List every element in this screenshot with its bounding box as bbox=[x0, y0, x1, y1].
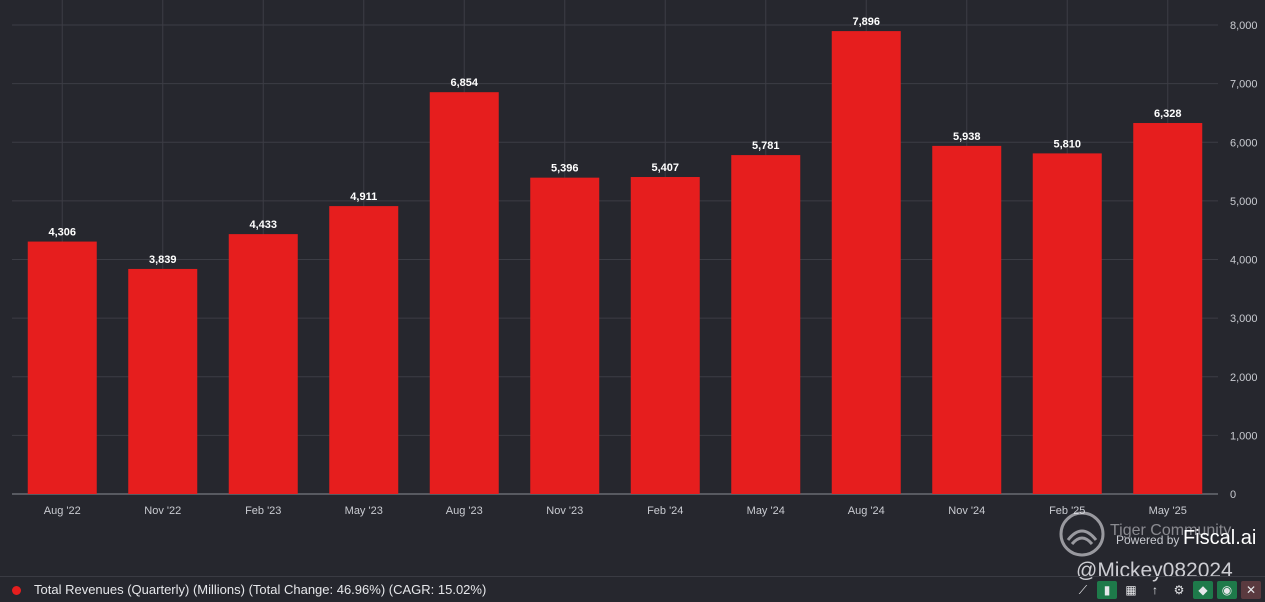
x-tick-label: May '25 bbox=[1149, 505, 1187, 517]
trend-line-icon[interactable]: ⟋ bbox=[1078, 582, 1088, 597]
bar[interactable] bbox=[27, 241, 97, 494]
bar-value-label: 4,911 bbox=[350, 191, 377, 203]
y-tick-label: 0 bbox=[1230, 489, 1236, 501]
bar-chart-icon[interactable]: ▮ bbox=[1097, 581, 1117, 599]
y-axis-ticks: 0 1,000 2,000 3,000 4,000 5,000 6,000 7,000 8,00… bbox=[1230, 20, 1258, 501]
bar-value-label: 4,433 bbox=[249, 219, 277, 231]
x-tick-label: Aug '22 bbox=[44, 505, 81, 517]
bar-value-label: 7,896 bbox=[852, 16, 880, 28]
bar[interactable] bbox=[630, 177, 700, 494]
x-tick-label: May '24 bbox=[747, 505, 785, 517]
tiger-community-watermark: Tiger Community bbox=[1110, 522, 1232, 539]
bar[interactable] bbox=[932, 145, 1002, 494]
chart-footer: Total Revenues (Quarterly) (Millions) (T… bbox=[0, 576, 1265, 602]
gear-icon[interactable]: ⚙ bbox=[1173, 583, 1185, 597]
bar-value-label: 6,854 bbox=[450, 77, 478, 89]
bar[interactable] bbox=[1032, 153, 1102, 495]
bar-value-label: 3,839 bbox=[149, 254, 177, 266]
legend-label[interactable]: Total Revenues (Quarterly) (Millions) (T… bbox=[34, 582, 487, 597]
bar-value-label: 5,810 bbox=[1053, 138, 1081, 150]
bar-value-label: 4,306 bbox=[48, 227, 76, 239]
x-tick-label: Nov '24 bbox=[948, 505, 985, 517]
bar[interactable] bbox=[128, 268, 198, 494]
data-labels: 4,306 3,839 4,433 4,911 6,854 5,396 5,407 5,781… bbox=[48, 16, 1181, 266]
bar[interactable] bbox=[228, 234, 298, 495]
y-tick-label: 7,000 bbox=[1230, 79, 1258, 91]
legend-marker bbox=[12, 586, 21, 595]
x-axis-ticks: Aug '22 Nov '22 Feb '23 May '23 Aug '23 Nov '… bbox=[44, 505, 1187, 517]
bar-value-label: 5,938 bbox=[953, 131, 981, 143]
revenue-bar-chart: 4,306 3,839 4,433 4,911 6,854 5,396 5,407 5,781… bbox=[12, 0, 1258, 517]
sort-icon[interactable]: ↑ bbox=[1152, 583, 1158, 597]
bar[interactable] bbox=[831, 31, 901, 495]
y-tick-label: 2,000 bbox=[1230, 372, 1258, 384]
bar-value-label: 6,328 bbox=[1154, 108, 1182, 120]
eye-icon[interactable]: ◉ bbox=[1217, 581, 1237, 599]
x-tick-label: Nov '22 bbox=[144, 505, 181, 517]
close-icon[interactable]: ✕ bbox=[1241, 581, 1261, 599]
bar-value-label: 5,396 bbox=[551, 163, 579, 175]
bar-value-label: 5,781 bbox=[752, 140, 780, 152]
y-tick-label: 8,000 bbox=[1230, 20, 1258, 32]
bar[interactable] bbox=[1133, 123, 1203, 495]
powered-by-text: Powered by bbox=[1116, 533, 1180, 547]
bar-value-label: 5,407 bbox=[651, 162, 679, 174]
bar[interactable] bbox=[329, 206, 399, 494]
x-tick-label: May '23 bbox=[345, 505, 383, 517]
chart-toolbar: ⟋ ▮ ▦ ↑ ⚙ ◆ ◉ ✕ bbox=[1073, 581, 1261, 599]
y-tick-label: 3,000 bbox=[1230, 313, 1258, 325]
tag-icon[interactable]: ◆ bbox=[1193, 581, 1213, 599]
y-tick-label: 5,000 bbox=[1230, 196, 1258, 208]
x-tick-label: Feb '24 bbox=[647, 505, 683, 517]
x-tick-label: Aug '23 bbox=[446, 505, 483, 517]
tiger-logo-icon bbox=[1059, 511, 1105, 557]
bar[interactable] bbox=[429, 92, 499, 494]
x-tick-label: Aug '24 bbox=[848, 505, 885, 517]
x-tick-label: Feb '23 bbox=[245, 505, 281, 517]
x-tick-label: Nov '23 bbox=[546, 505, 583, 517]
y-tick-label: 1,000 bbox=[1230, 430, 1258, 442]
y-tick-label: 6,000 bbox=[1230, 137, 1258, 149]
bar-grid-icon[interactable]: ▦ bbox=[1125, 583, 1137, 597]
y-tick-label: 4,000 bbox=[1230, 255, 1258, 267]
bar[interactable] bbox=[731, 155, 801, 495]
bar[interactable] bbox=[530, 177, 600, 495]
bars bbox=[27, 31, 1203, 495]
fiscal-ai-brand: Fiscal.ai bbox=[1183, 527, 1257, 549]
